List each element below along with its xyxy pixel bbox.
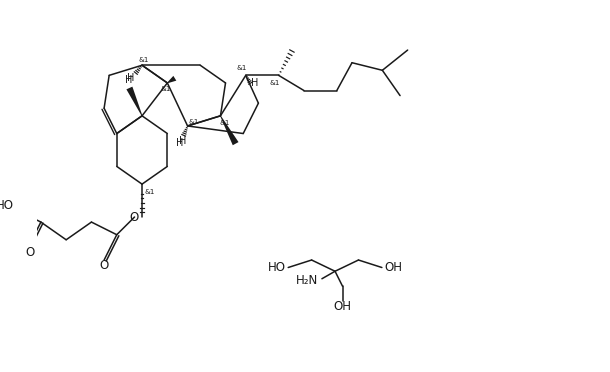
- Text: OH: OH: [385, 261, 403, 274]
- Text: HO: HO: [0, 199, 13, 212]
- Text: O: O: [129, 211, 138, 224]
- Polygon shape: [167, 76, 176, 83]
- Text: H: H: [251, 78, 259, 88]
- Text: H: H: [127, 73, 134, 83]
- Text: O: O: [26, 247, 35, 260]
- Text: OH: OH: [334, 300, 351, 313]
- Text: &1: &1: [237, 65, 247, 71]
- Text: &1: &1: [160, 86, 171, 92]
- Text: O: O: [99, 259, 109, 272]
- Text: H: H: [125, 75, 132, 85]
- Text: HO: HO: [267, 261, 285, 274]
- Text: H₂N: H₂N: [296, 274, 318, 287]
- Text: &1: &1: [138, 57, 149, 62]
- Text: H: H: [176, 138, 184, 148]
- Text: &1: &1: [219, 120, 229, 126]
- Text: &1: &1: [188, 119, 198, 125]
- Polygon shape: [220, 116, 239, 145]
- Text: &1: &1: [145, 189, 155, 195]
- Text: H: H: [179, 136, 187, 146]
- Polygon shape: [126, 87, 142, 116]
- Text: &1: &1: [270, 80, 280, 86]
